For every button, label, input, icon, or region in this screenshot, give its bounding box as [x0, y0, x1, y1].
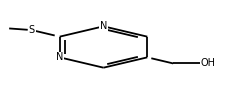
Text: S: S	[29, 25, 35, 35]
Text: N: N	[56, 52, 63, 62]
Text: OH: OH	[200, 58, 215, 68]
Text: N: N	[99, 21, 107, 31]
